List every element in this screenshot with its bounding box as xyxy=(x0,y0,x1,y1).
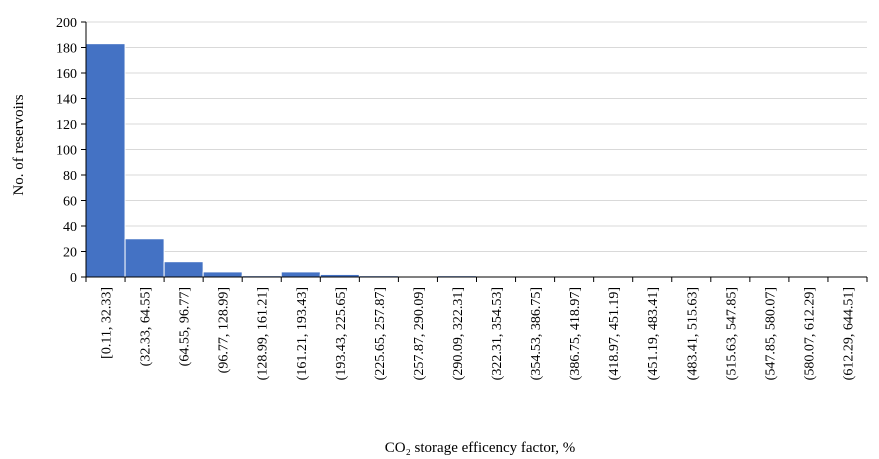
x-tick-label: (580.07, 612.29] xyxy=(802,287,817,380)
x-tick-label: (322.31, 354.53] xyxy=(490,287,505,380)
bars xyxy=(85,43,478,278)
y-tick-labels: 0 20 40 60 80 100 120 140 160 180 200 xyxy=(56,16,77,286)
x-tick-label: (515.63, 547.85] xyxy=(724,287,739,380)
x-tick-label: [0.11, 32.33] xyxy=(100,287,115,359)
x-tick-label: (612.29, 644.51] xyxy=(841,287,856,380)
x-tick-labels: [0.11, 32.33] (32.33, 64.55] (64.55, 96.77… xyxy=(100,287,857,380)
y-axis-label: No. of reservoirs xyxy=(11,94,27,195)
x-tick-label: (547.85, 580.07] xyxy=(763,287,778,380)
x-tick-label: (96.77, 128.99] xyxy=(217,287,232,373)
y-tick-label: 140 xyxy=(56,93,77,108)
y-tick-label: 200 xyxy=(56,16,77,31)
x-tick-label: (193.43, 225.65] xyxy=(334,287,349,380)
y-tick-label: 20 xyxy=(63,246,77,261)
y-tick-label: 120 xyxy=(56,118,77,133)
x-axis-label: CO₂ storage efficency factor, % xyxy=(385,440,576,456)
x-tick-label: (483.41, 515.63] xyxy=(685,287,700,380)
bar xyxy=(85,43,126,278)
x-tick-label: (32.33, 64.55] xyxy=(139,287,154,366)
x-tick-label: (418.97, 451.19] xyxy=(607,287,622,380)
x-tick-label: (64.55, 96.77] xyxy=(178,287,193,366)
gridlines xyxy=(86,21,867,252)
x-tick-label: (161.21, 193.43] xyxy=(295,287,310,380)
axes xyxy=(81,21,868,282)
x-tick-label: (451.19, 483.41] xyxy=(646,287,661,380)
y-tick-label: 160 xyxy=(56,67,77,82)
x-tick-label: (225.65, 257.87] xyxy=(373,287,388,380)
bar xyxy=(202,271,243,278)
y-tick-label: 100 xyxy=(56,144,77,159)
y-tick-label: 60 xyxy=(63,195,77,210)
x-tick-label: (386.75, 418.97] xyxy=(568,287,583,380)
x-tick-label: (290.09, 322.31] xyxy=(451,287,466,380)
x-tick-label: (257.87, 290.09] xyxy=(412,287,427,380)
y-tick-label: 40 xyxy=(63,220,77,235)
bar xyxy=(280,271,321,278)
x-tick-label: (128.99, 161.21] xyxy=(256,287,271,380)
bar xyxy=(163,261,204,278)
y-tick-label: 0 xyxy=(70,271,77,286)
x-tick-label: (354.53, 386.75] xyxy=(529,287,544,380)
y-tick-label: 80 xyxy=(63,169,77,184)
y-tick-label: 180 xyxy=(56,42,77,57)
bar xyxy=(124,238,165,278)
